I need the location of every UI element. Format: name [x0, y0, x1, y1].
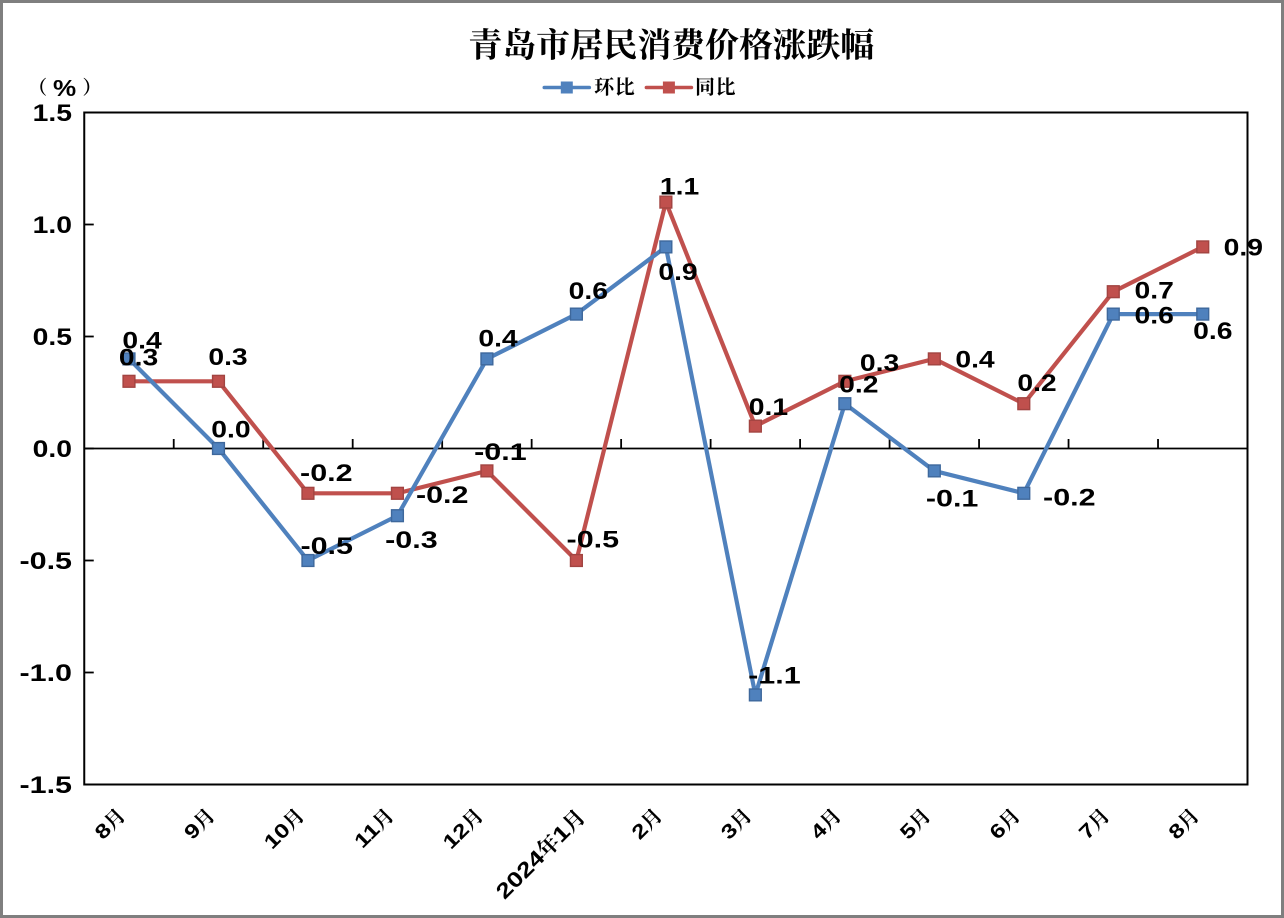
svg-text:0.4: 0.4 [478, 325, 518, 352]
svg-text:0.9: 0.9 [1224, 233, 1263, 260]
svg-text:0.2: 0.2 [839, 370, 878, 397]
svg-text:-0.5: -0.5 [19, 547, 72, 574]
svg-text:-1.1: -1.1 [748, 662, 801, 689]
svg-text:0.0: 0.0 [211, 416, 250, 443]
svg-text:0.5: 0.5 [33, 323, 72, 350]
svg-text:0.2: 0.2 [1017, 369, 1056, 396]
svg-text:-0.5: -0.5 [567, 525, 620, 552]
svg-text:-0.2: -0.2 [1043, 483, 1096, 510]
svg-text:-1.5: -1.5 [19, 771, 72, 798]
svg-text:-0.3: -0.3 [385, 526, 438, 553]
svg-text:0.1: 0.1 [749, 393, 788, 420]
svg-text:1.5: 1.5 [33, 99, 72, 126]
svg-text:0.4: 0.4 [122, 327, 162, 354]
svg-text:0.3: 0.3 [208, 343, 247, 370]
svg-text:1.1: 1.1 [660, 172, 699, 199]
svg-text:0.3: 0.3 [119, 343, 158, 370]
svg-text:-0.2: -0.2 [416, 481, 469, 508]
svg-text:0.9: 0.9 [658, 258, 697, 285]
svg-text:0.7: 0.7 [1135, 277, 1174, 304]
svg-text:-0.2: -0.2 [300, 459, 353, 486]
svg-text:-0.1: -0.1 [926, 485, 979, 512]
svg-text:-1.0: -1.0 [19, 659, 72, 686]
svg-text:0.4: 0.4 [955, 346, 995, 373]
svg-text:0.6: 0.6 [1193, 317, 1232, 344]
svg-text:%: % [53, 76, 76, 102]
svg-text:0.6: 0.6 [1135, 302, 1174, 329]
svg-text:0.6: 0.6 [569, 277, 608, 304]
svg-text:0.3: 0.3 [860, 349, 899, 376]
svg-text:0.0: 0.0 [33, 435, 72, 462]
svg-text:1.0: 1.0 [33, 211, 72, 238]
svg-text:-0.5: -0.5 [300, 532, 353, 559]
svg-text:-0.1: -0.1 [474, 438, 527, 465]
